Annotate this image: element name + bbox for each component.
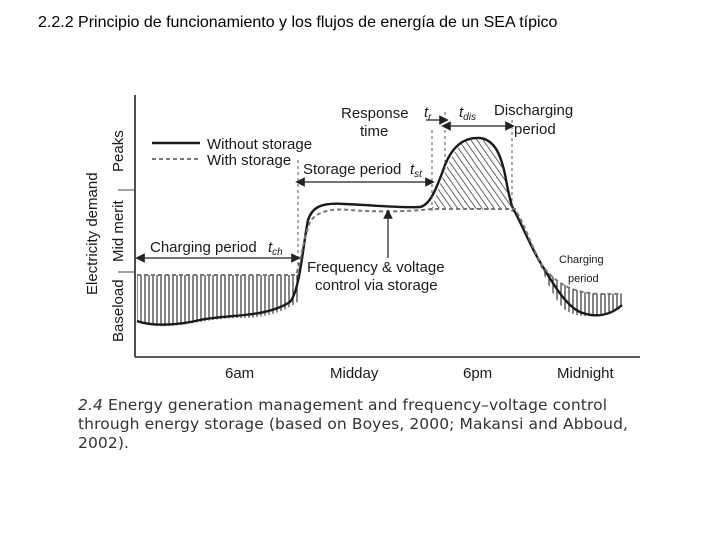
discharging-hatch — [432, 138, 515, 210]
y-axis-label: Electricity demand — [84, 172, 101, 295]
caption-text: Energy generation management and frequen… — [78, 396, 629, 452]
t-r-label: tr — [424, 104, 432, 123]
t-st-label: tst — [410, 161, 423, 180]
legend-without-storage: Without storage — [207, 136, 312, 153]
caption-number: 2.4 — [78, 396, 103, 414]
charging-right-label-1: Charging — [559, 254, 604, 266]
freq-voltage-label-1: Frequency & voltage — [307, 259, 445, 276]
charging-period-label: Charging period — [150, 239, 257, 256]
discharging-label-2: period — [514, 121, 556, 138]
y-band-peaks: Peaks — [110, 130, 127, 172]
y-band-midmerit: Mid merit — [110, 199, 127, 262]
response-time-label-2: time — [360, 123, 388, 140]
charging-right-label-2: period — [568, 273, 599, 285]
t-ch-label: tch — [268, 239, 283, 258]
x-tick-6am: 6am — [225, 365, 254, 382]
legend-with-storage: With storage — [207, 152, 291, 169]
freq-voltage-label-2: control via storage — [315, 277, 438, 294]
x-tick-6pm: 6pm — [463, 365, 492, 382]
x-tick-midnight: Midnight — [557, 365, 615, 382]
y-band-baseload: Baseload — [110, 279, 127, 342]
curve-without-storage — [136, 136, 623, 326]
charging-hatch-right — [540, 265, 622, 317]
figure-caption: 2.4 Energy generation management and fre… — [78, 396, 658, 453]
discharging-label-1: Discharging — [494, 102, 573, 119]
t-dis-label: tdis — [459, 104, 476, 123]
slide-title: 2.2.2 Principio de funcionamiento y los … — [38, 14, 558, 31]
storage-period-label: Storage period — [303, 161, 401, 178]
x-tick-midday: Midday — [330, 365, 379, 382]
response-time-label-1: Response — [341, 105, 409, 122]
